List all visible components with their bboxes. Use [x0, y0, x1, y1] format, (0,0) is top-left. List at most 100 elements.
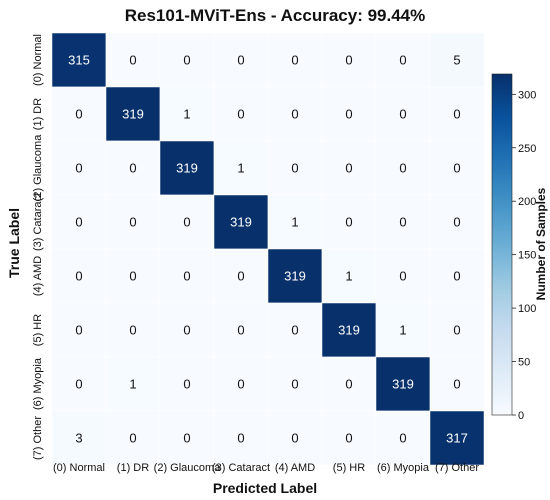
y-axis-title: True Label [6, 208, 22, 278]
y-tick-label: (0) Normal [32, 34, 44, 86]
heatmap-cell-5-6 [375, 302, 431, 358]
heatmap-cell-2-7 [429, 140, 485, 196]
cell-value-label: 0 [129, 161, 136, 176]
y-tick-label: (5) HR [32, 314, 44, 346]
heatmap-cell-4-3 [213, 248, 269, 304]
x-tick-label: (3) Cataract [212, 462, 270, 474]
heatmap-cell-3-0 [51, 194, 107, 250]
cell-value-label: 319 [284, 269, 306, 284]
heatmap-cell-7-1 [105, 410, 161, 466]
heatmap-cell-3-3 [213, 194, 269, 250]
x-tick-labels: (0) Normal (1) DR (2) Glaucoma(3) Cataract… [53, 462, 479, 474]
heatmap-cell-6-5 [321, 356, 377, 412]
heatmap-cell-7-7 [429, 410, 485, 466]
colorbar-tick-label: 50 [518, 357, 530, 369]
x-tick-label: (0) Normal [53, 462, 105, 474]
cell-value-label: 0 [399, 431, 406, 446]
x-axis-title: Predicted Label [213, 480, 317, 496]
y-tick-label: (6) Myopia [32, 357, 44, 410]
colorbar-tick-label: 250 [518, 143, 536, 155]
cell-value-label: 0 [183, 323, 190, 338]
colorbar-ticks: 0 50 100 150 200 250 300 [512, 89, 536, 422]
heatmap-cell-2-1 [105, 140, 161, 196]
cell-value-label: 1 [291, 215, 298, 230]
x-tick-label: (1) DR [117, 462, 149, 474]
cell-value-label: 319 [122, 107, 144, 122]
heatmap-cell-0-0 [51, 32, 107, 88]
heatmap-cell-0-4 [267, 32, 323, 88]
cell-value-label: 0 [183, 269, 190, 284]
cell-value-label: 0 [237, 323, 244, 338]
cell-value-label: 0 [345, 377, 352, 392]
heatmap-cell-1-1 [105, 86, 161, 142]
heatmap-cell-3-4 [267, 194, 323, 250]
cell-value-label: 0 [183, 53, 190, 68]
cell-value-label: 0 [399, 107, 406, 122]
cell-value-label: 1 [399, 323, 406, 338]
cell-value-label: 0 [129, 215, 136, 230]
cell-value-label: 0 [75, 269, 82, 284]
heatmap-cell-6-1 [105, 356, 161, 412]
x-tick-label: (6) Myopia [377, 462, 430, 474]
cell-value-label: 3 [75, 431, 82, 446]
y-tick-labels: (0) Normal (1) DR (2) Glaucoma(3) Cataract… [32, 34, 44, 460]
heatmap-cell-2-5 [321, 140, 377, 196]
cell-value-label: 1 [129, 377, 136, 392]
heatmap-cell-1-6 [375, 86, 431, 142]
heatmap-cell-3-2 [159, 194, 215, 250]
cell-value-label: 0 [453, 269, 460, 284]
cell-value-label: 319 [392, 377, 414, 392]
cell-value-label: 0 [291, 377, 298, 392]
heatmap-cell-0-5 [321, 32, 377, 88]
cell-value-label: 0 [399, 53, 406, 68]
cell-value-label: 0 [75, 107, 82, 122]
cell-value-label: 0 [75, 377, 82, 392]
heatmap-cell-7-0 [51, 410, 107, 466]
cell-value-label: 0 [453, 215, 460, 230]
cell-value-label: 317 [446, 431, 468, 446]
cell-value-label: 0 [453, 377, 460, 392]
cell-value-label: 1 [237, 161, 244, 176]
heatmap-cell-7-3 [213, 410, 269, 466]
cell-value-label: 0 [345, 53, 352, 68]
cell-value-label: 0 [291, 53, 298, 68]
cell-value-label: 0 [453, 161, 460, 176]
heatmap-cells: 315 0 0 0 0 0 0 5 0 319 1 0 0 0 0 0 0 0 319 1 0 0 0 0 0 0 0 319 1 0 0 0… [51, 32, 485, 466]
cell-value-label: 0 [237, 431, 244, 446]
cell-value-label: 5 [453, 53, 460, 68]
x-tick-label: (5) HR [333, 462, 365, 474]
x-tick-label: (4) AMD [275, 462, 315, 474]
x-tick-label: (7) Other [435, 462, 479, 474]
heatmap-cell-6-0 [51, 356, 107, 412]
heatmap-cell-3-6 [375, 194, 431, 250]
cell-value-label: 0 [183, 215, 190, 230]
heatmap-cell-7-4 [267, 410, 323, 466]
heatmap-cell-1-5 [321, 86, 377, 142]
cell-value-label: 0 [129, 269, 136, 284]
heatmap-cell-5-7 [429, 302, 485, 358]
cell-value-label: 0 [129, 53, 136, 68]
heatmap-cell-5-4 [267, 302, 323, 358]
heatmap-cell-0-7 [429, 32, 485, 88]
colorbar-tick-label: 300 [518, 89, 536, 101]
heatmap-cell-1-4 [267, 86, 323, 142]
cell-value-label: 319 [230, 215, 252, 230]
cell-value-label: 0 [75, 215, 82, 230]
y-tick-label: (7) Other [32, 416, 44, 460]
cell-value-label: 319 [338, 323, 360, 338]
heatmap-cell-2-3 [213, 140, 269, 196]
heatmap-cell-4-2 [159, 248, 215, 304]
cell-value-label: 0 [345, 161, 352, 176]
cell-value-label: 0 [237, 377, 244, 392]
cell-value-label: 0 [237, 269, 244, 284]
heatmap-cell-6-2 [159, 356, 215, 412]
colorbar-tick-label: 150 [518, 250, 536, 262]
heatmap-cell-0-2 [159, 32, 215, 88]
cell-value-label: 0 [237, 53, 244, 68]
heatmap-cell-4-6 [375, 248, 431, 304]
cell-value-label: 0 [75, 323, 82, 338]
cell-value-label: 315 [68, 53, 90, 68]
heatmap-cell-5-2 [159, 302, 215, 358]
cell-value-label: 0 [345, 107, 352, 122]
heatmap-cell-7-5 [321, 410, 377, 466]
